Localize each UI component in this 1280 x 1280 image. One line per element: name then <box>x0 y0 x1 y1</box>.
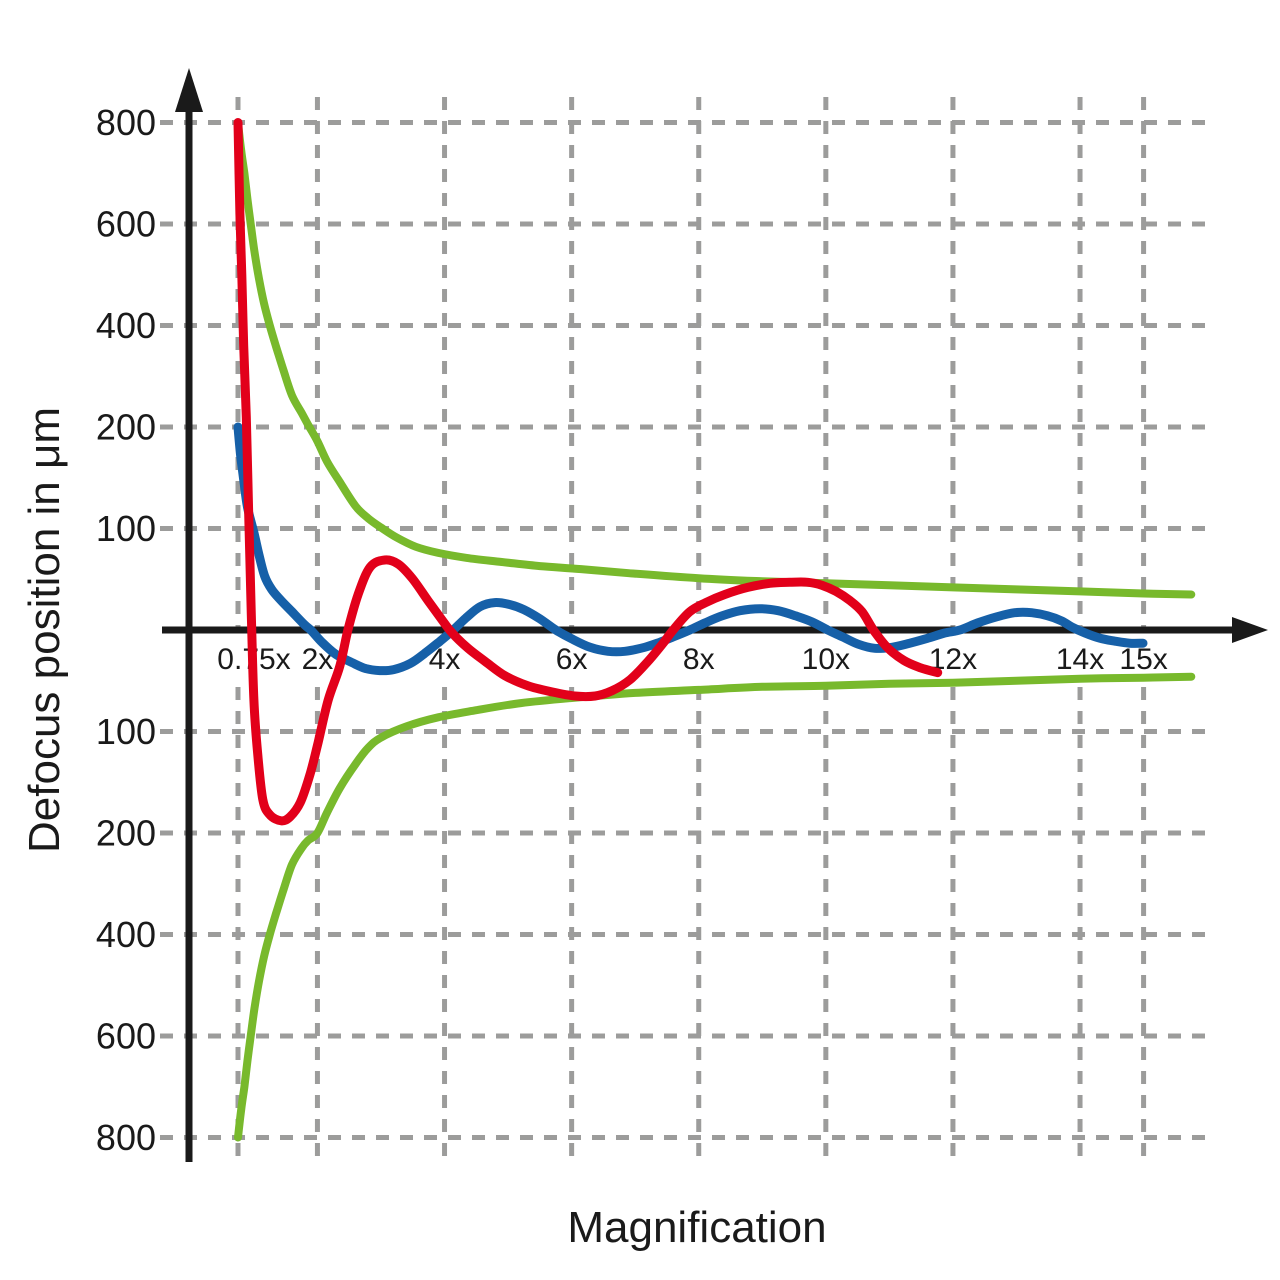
series-tolerance-envelope-lower <box>234 672 1196 1142</box>
x-tick-label: 8x <box>683 643 715 676</box>
y-tick-label: 800 <box>96 1117 156 1158</box>
y-tick-label: 100 <box>96 711 156 752</box>
x-axis-arrowhead-icon <box>1232 617 1268 643</box>
x-tick-label: 10x <box>802 643 850 676</box>
y-tick-label: 800 <box>96 102 156 143</box>
y-tick-label: 400 <box>96 305 156 346</box>
y-axis-title: Defocus position in μm <box>20 407 69 853</box>
y-tick-label: 200 <box>96 813 156 854</box>
series-tolerance-envelope-upper <box>234 118 1196 599</box>
x-axis-title: Magnification <box>567 1203 827 1252</box>
y-tick-label: 400 <box>96 914 156 955</box>
y-tick-label: 100 <box>96 508 156 549</box>
x-tick-label: 15x <box>1119 643 1167 676</box>
y-axis-arrowhead-icon <box>175 68 203 112</box>
y-tick-label: 600 <box>96 1016 156 1057</box>
y-tick-label: 600 <box>96 204 156 245</box>
x-tick-label: 14x <box>1056 643 1104 676</box>
y-tick-label: 200 <box>96 407 156 448</box>
series-defocus-curve-blue <box>233 422 1148 676</box>
series-defocus-curve-red <box>233 118 943 826</box>
